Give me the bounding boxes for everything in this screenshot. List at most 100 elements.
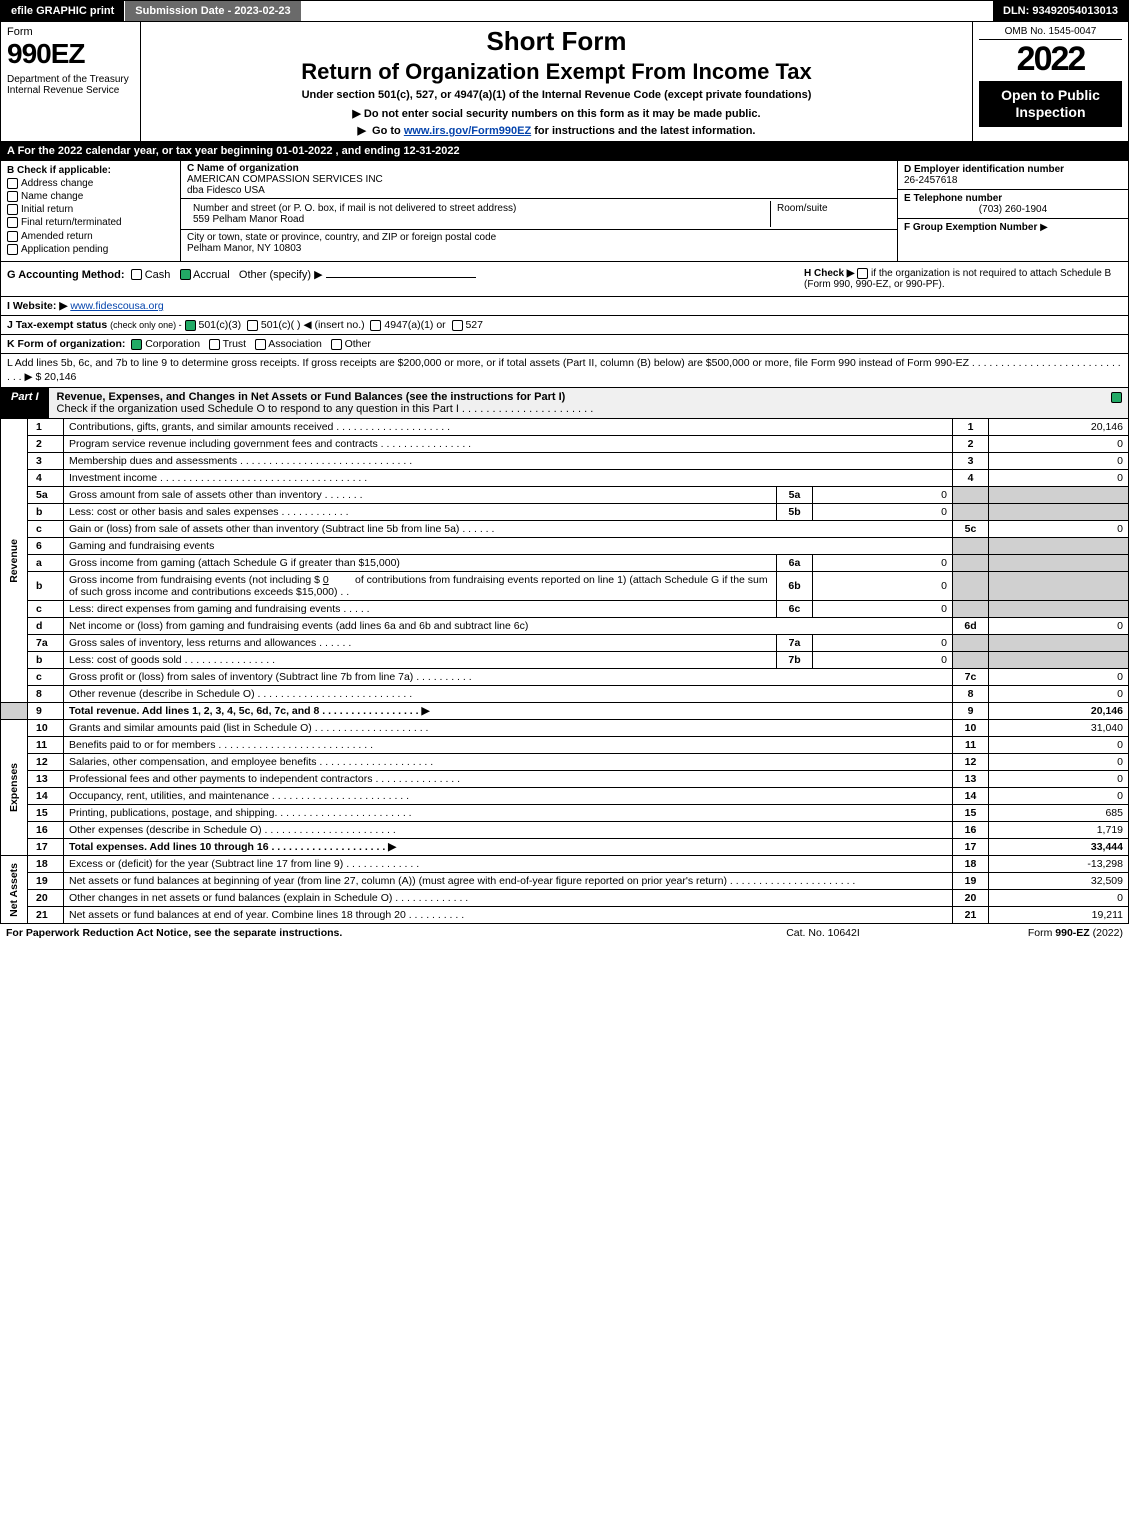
chk-trust[interactable] [209,339,220,350]
line-val: 685 [989,805,1129,822]
chk-accrual[interactable] [180,269,191,280]
line-val: 0 [989,754,1129,771]
line-val: 31,040 [989,720,1129,737]
line-1: Revenue 1 Contributions, gifts, grants, … [1,419,1129,436]
line-num: 8 [953,686,989,703]
line-desc: Gaming and fundraising events [64,538,953,555]
line-num: 7c [953,669,989,686]
form-number: 990EZ [7,38,134,70]
open-public: Open to Public Inspection [979,81,1122,127]
shade-cell [989,555,1129,572]
line-18: Net Assets 18Excess or (deficit) for the… [1,856,1129,873]
line-num: 13 [953,771,989,788]
line-val: 0 [989,788,1129,805]
chk-initial-return[interactable]: Initial return [7,204,174,215]
chk-corporation[interactable] [131,339,142,350]
c-city-block: City or town, state or province, country… [181,230,897,256]
line-desc: Investment income . . . . . . . . . . . … [64,470,953,487]
line-8: 8Other revenue (describe in Schedule O) … [1,686,1129,703]
sub-num: 5a [777,487,813,504]
irs-link[interactable]: www.irs.gov/Form990EZ [404,125,531,137]
line-6a: aGross income from gaming (attach Schedu… [1,555,1129,572]
line-val: 0 [989,470,1129,487]
sub-num: 7a [777,635,813,652]
row-a-calendar: A For the 2022 calendar year, or tax yea… [0,142,1129,161]
line-val: 0 [989,521,1129,538]
line-desc: Less: direct expenses from gaming and fu… [64,601,777,618]
chk-4947[interactable] [370,320,381,331]
group-lbl: F Group Exemption Number [904,222,1037,233]
form-label: Form [7,26,134,38]
part-i-sub: Check if the organization used Schedule … [57,403,594,415]
row-gh: G Accounting Method: Cash Accrual Other … [0,262,1129,297]
line-desc: Membership dues and assessments . . . . … [64,453,953,470]
sub-num: 6b [777,572,813,601]
chk-501c3[interactable] [185,320,196,331]
line-6d: dNet income or (loss) from gaming and fu… [1,618,1129,635]
line-6: 6Gaming and fundraising events [1,538,1129,555]
line-desc: Total revenue. Add lines 1, 2, 3, 4, 5c,… [64,703,953,720]
i-lbl: I Website: ▶ [7,300,67,312]
line-num: 1 [953,419,989,436]
shade-cell [989,504,1129,521]
f-group: F Group Exemption Number ▶ [898,219,1128,236]
line-val: 19,211 [989,907,1129,924]
line-val: 20,146 [989,419,1129,436]
chk-527[interactable] [452,320,463,331]
chk-name-change[interactable]: Name change [7,191,174,202]
cash-lbl: Cash [145,269,171,281]
k-other: Other [345,338,371,350]
line-13: 13Professional fees and other payments t… [1,771,1129,788]
chk-amended-return[interactable]: Amended return [7,231,174,242]
row-j-tax-status: J Tax-exempt status (check only one) - 5… [0,316,1129,335]
efile-print-button[interactable]: efile GRAPHIC print [1,1,125,21]
h-schedule-b: H Check ▶ if the organization is not req… [798,262,1128,296]
other-input-line[interactable] [326,277,476,278]
ein-lbl: D Employer identification number [904,164,1064,175]
line-num: 21 [953,907,989,924]
line-val: 0 [989,453,1129,470]
chk-final-return[interactable]: Final return/terminated [7,217,174,228]
chk-address-change[interactable]: Address change [7,178,174,189]
line-7c: cGross profit or (loss) from sales of in… [1,669,1129,686]
accrual-lbl: Accrual [193,269,230,281]
shade-cell [953,504,989,521]
line-val: 0 [989,890,1129,907]
shade-cell [953,555,989,572]
line-17: 17Total expenses. Add lines 10 through 1… [1,839,1129,856]
chk-association[interactable] [255,339,266,350]
line-5a: 5aGross amount from sale of assets other… [1,487,1129,504]
line-val: 0 [989,436,1129,453]
website-link[interactable]: www.fidescousa.org [70,300,163,312]
shade-cell [953,538,989,555]
chk-501c[interactable] [247,320,258,331]
chk-h[interactable] [857,268,868,279]
arrow-icon: ▶ [1040,222,1048,233]
line-10: Expenses 10Grants and similar amounts pa… [1,720,1129,737]
chk-application-pending[interactable]: Application pending [7,244,174,255]
line-val: 1,719 [989,822,1129,839]
line-num: 11 [953,737,989,754]
line-num: 15 [953,805,989,822]
g-accounting: G Accounting Method: Cash Accrual Other … [1,262,798,296]
line-desc: Less: cost of goods sold . . . . . . . .… [64,652,777,669]
line-num: 12 [953,754,989,771]
col-def: D Employer identification number 26-2457… [898,161,1128,261]
line-num: 14 [953,788,989,805]
expenses-side-label: Expenses [6,759,22,816]
org-name: AMERICAN COMPASSION SERVICES INC [187,174,383,185]
part-i-checkbox[interactable] [1105,388,1128,418]
chk-cash[interactable] [131,269,142,280]
sub-val: 0 [813,555,953,572]
chk-other-org[interactable] [331,339,342,350]
line-desc: Net assets or fund balances at beginning… [64,873,953,890]
line-9: 9Total revenue. Add lines 1, 2, 3, 4, 5c… [1,703,1129,720]
line-num: 2 [953,436,989,453]
line-val: 32,509 [989,873,1129,890]
shade-cell [953,635,989,652]
line-desc: Other changes in net assets or fund bala… [64,890,953,907]
sub-val: 0 [813,652,953,669]
line-desc: Gross amount from sale of assets other t… [64,487,777,504]
l-txt: L Add lines 5b, 6c, and 7b to line 9 to … [7,357,1121,383]
omb-number: OMB No. 1545-0047 [979,26,1122,40]
